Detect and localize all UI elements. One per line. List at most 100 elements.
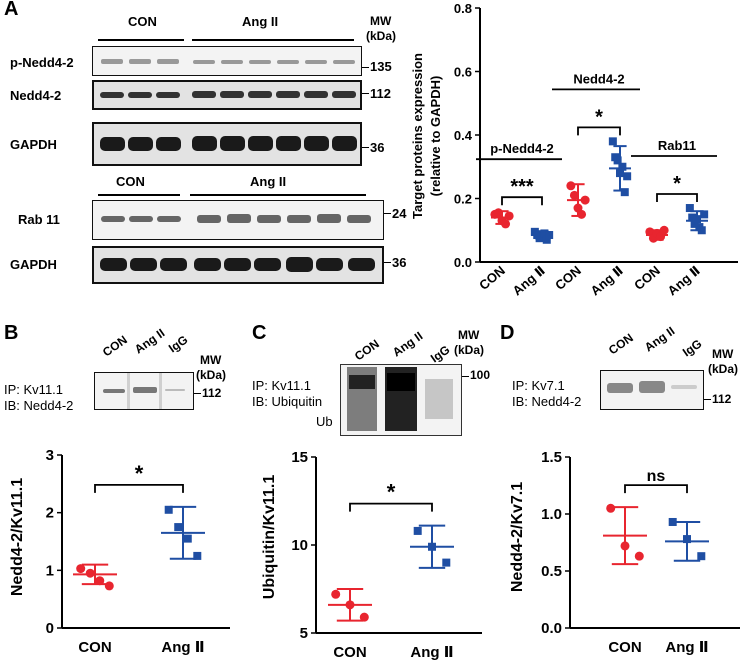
chart-c-ytick-label: 5 <box>300 625 308 642</box>
chart-a-p-nedd4-2-ang-point <box>545 231 554 240</box>
a-mw-tick-36-2 <box>384 262 391 263</box>
chart-b: Nedd4-2/Kv11.1 0 1 2 3 * CON Ang Ⅱ <box>9 447 230 656</box>
chart-d-ytick-label: 1.0 <box>541 506 562 523</box>
chart-a-rab11-ang-point <box>700 210 709 219</box>
chart-a-p-nedd4-2-sig: *** <box>510 176 534 198</box>
chart-b-ang-point <box>164 505 173 514</box>
chart-b-ytick-label: 0 <box>46 620 54 637</box>
blot-d-ip <box>600 370 704 410</box>
chart-d-ang-point <box>683 535 691 544</box>
chart-a-rab11-ang-point <box>685 204 694 213</box>
c-ib-label: IB: Ubiquitin <box>252 394 323 409</box>
a-mw-tick-112 <box>362 93 369 94</box>
chart-a-nedd4-2-ang-point <box>623 172 632 181</box>
a-mw-24: 24 <box>392 206 407 221</box>
chart-b-ylabel: Nedd4-2/Kv11.1 <box>9 478 26 596</box>
chart-d-con-point <box>634 551 644 561</box>
chart-a-nedd4-2-con-point <box>580 195 590 205</box>
chart-d-con-point <box>606 503 616 513</box>
chart-b-bracket <box>94 484 184 493</box>
c-mw-100: 100 <box>470 368 491 382</box>
chart-d-sig: ns <box>647 468 666 485</box>
chart-d-ang-point <box>668 517 677 526</box>
a-mw-36-2: 36 <box>392 255 407 270</box>
b-mw-tick <box>194 393 201 394</box>
chart-a-p-nedd4-2-con-point <box>501 219 511 229</box>
chart-d-ytick-label: 1.5 <box>541 449 562 466</box>
chart-a-nedd4-2-con-point <box>566 181 576 191</box>
chart-a-rab11-sig: * <box>673 173 681 195</box>
a-mw-135: 135 <box>370 59 392 74</box>
chart-a-nedd4-2-con-point <box>569 190 579 200</box>
chart-a-rab11-con-point <box>659 225 669 235</box>
panel-b-label: B <box>4 322 19 344</box>
b-ib-label: IB: Nedd4-2 <box>4 398 74 413</box>
chart-a-p-nedd4-2-con-point <box>504 211 514 221</box>
d-mw-unit: (kDa) <box>708 362 739 376</box>
chart-b-ytick-label: 3 <box>46 447 54 464</box>
chart-c-ang-point <box>442 558 451 567</box>
blot-gapdh-1 <box>92 122 362 166</box>
chart-b-ytick-label: 2 <box>46 505 54 522</box>
a-bottom-ang-bar <box>190 194 366 196</box>
chart-a-nedd4-2-bracket <box>577 126 621 136</box>
chart-a-rab11-ang-point <box>688 213 697 222</box>
chart-d-xtick-label: CON <box>608 639 641 656</box>
c-lane-con: CON <box>352 336 382 364</box>
blot-rab11 <box>92 200 384 240</box>
chart-d-con-point <box>620 541 630 551</box>
c-mw-header: MW <box>458 328 480 342</box>
chart-c-sig: * <box>387 480 396 505</box>
chart-a-ytick-label: 0.4 <box>454 128 473 143</box>
blot-b-ip <box>94 372 194 410</box>
panel-a-label: A <box>4 0 19 20</box>
a-bottom-con-label: CON <box>116 174 145 189</box>
chart-d-ytick-label: 0.5 <box>541 563 562 580</box>
chart-c: Ubiquitin/Kv11.1 5 10 15 * CON Ang Ⅱ <box>261 449 482 660</box>
chart-a-nedd4-2-con-point <box>577 209 587 219</box>
d-mw-header: MW <box>712 347 734 361</box>
chart-a-p-nedd4-2-ang-point <box>540 229 549 238</box>
blot-gapdh-2 <box>92 246 384 284</box>
chart-c-ytick-label: 10 <box>291 537 308 554</box>
blot-c-ip <box>340 364 462 436</box>
chart-a-ylabel-line2: (relative to GAPDH) <box>428 76 443 197</box>
chart-a-nedd4-2-ang-point <box>620 188 629 197</box>
chart-a-nedd4-2-ang-point <box>618 162 627 171</box>
chart-d: Nedd4-2/Kv7.1 0.0 0.5 1.0 1.5 ns CON Ang Ⅱ <box>509 449 740 656</box>
b-mw-header: MW <box>200 353 222 367</box>
chart-b-con-point <box>76 564 86 574</box>
a-mw-112: 112 <box>370 86 391 101</box>
chart-a: Target proteins expression (relative to … <box>410 1 738 299</box>
chart-a-rab11-ang-point <box>690 219 699 228</box>
chart-b-xtick-label: CON <box>78 639 111 656</box>
chart-b-ytick-label: 1 <box>46 562 54 579</box>
blot-label-nedd4-2: Nedd4-2 <box>10 88 62 103</box>
b-ip-label: IP: Kv11.1 <box>4 382 64 397</box>
chart-c-ang-point <box>413 526 422 535</box>
chart-b-ang-point <box>174 523 183 532</box>
chart-a-ytick-label: 0.0 <box>454 255 472 270</box>
chart-c-xtick-label: CON <box>333 644 366 660</box>
chart-a-p-nedd4-2-bracket <box>501 196 543 206</box>
chart-b-con-point <box>85 568 95 578</box>
chart-a-ytick-label: 0.2 <box>454 192 472 207</box>
blot-label-rab11: Rab 11 <box>18 212 60 227</box>
a-bottom-ang-label: Ang II <box>250 174 287 189</box>
chart-a-ytick-label: 0.8 <box>454 1 472 16</box>
a-mw-tick-36-1 <box>362 147 369 148</box>
chart-c-con-point <box>359 612 369 622</box>
chart-a-nedd4-2-group-label: Nedd4-2 <box>573 71 624 86</box>
chart-b-con-point <box>95 576 105 586</box>
b-mw-112: 112 <box>202 386 222 400</box>
b-lane-con: CON <box>100 332 130 360</box>
panel-d-label: D <box>500 322 515 344</box>
chart-b-con-point <box>104 581 114 591</box>
chart-a-p-nedd4-2-con-point <box>493 208 503 218</box>
c-mw-unit: (kDa) <box>454 343 485 357</box>
chart-a-xtick-label: Ang Ⅱ <box>665 263 703 299</box>
b-lane-ang: Ang II <box>132 325 168 357</box>
chart-c-ytick-label: 15 <box>291 449 308 466</box>
chart-b-ang-point <box>183 534 192 543</box>
chart-a-xtick-label: CON <box>476 263 508 293</box>
